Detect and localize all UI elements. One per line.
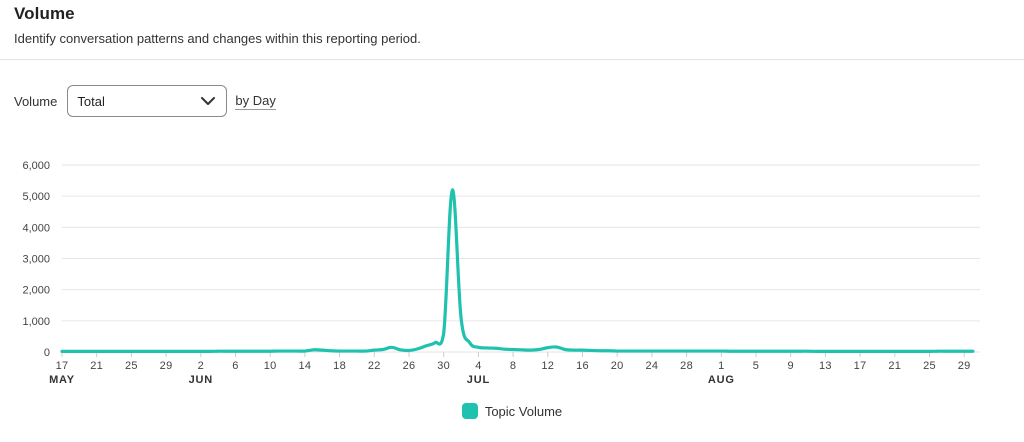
x-tick-label: 1 [718, 360, 724, 372]
legend-label: Topic Volume [484, 403, 563, 419]
x-axis: 17 MAY 21 25 29 2 JUN 6 10 14 18 22 26 30 4 JUL 8 12 16 20 2… [49, 352, 971, 386]
x-tick-label: 28 [680, 360, 693, 372]
y-tick-label: 6,000 [22, 160, 50, 172]
x-tick-label: 21 [888, 360, 901, 372]
section-title: Volume [14, 4, 75, 23]
x-tick-label: 21 [90, 360, 103, 372]
x-tick-label: 12 [541, 360, 554, 372]
grid-lines [62, 164, 980, 353]
y-tick-label: 2,000 [22, 285, 50, 297]
x-tick-label: 20 [611, 360, 624, 372]
y-tick-label: 4,000 [22, 222, 50, 234]
x-tick-label: 14 [298, 360, 311, 372]
legend-swatch [461, 403, 478, 419]
x-tick-label: 30 [437, 360, 450, 372]
divider [0, 59, 1024, 60]
x-tick-label: 17 [56, 360, 69, 372]
x-month-label: MAY [49, 374, 75, 386]
y-tick-label: 5,000 [22, 191, 50, 203]
chart-legend: Topic Volume [0, 403, 1024, 419]
y-tick-label: 0 [44, 347, 50, 359]
legend-item-topic-volume[interactable]: Topic Volume [461, 403, 563, 419]
x-month-label: AUG [708, 374, 735, 386]
x-tick-label: 2 [198, 360, 204, 372]
section-subtitle: Identify conversation patterns and chang… [14, 31, 421, 46]
x-tick-label: 9 [787, 360, 793, 372]
volume-type-value: Total [77, 93, 105, 109]
x-tick-label: 25 [923, 360, 936, 372]
x-tick-label: 16 [576, 360, 589, 372]
x-month-label: JUL [467, 374, 490, 386]
volume-type-select[interactable]: Total [67, 85, 228, 117]
volume-controls: Volume Total by Day [14, 84, 276, 118]
x-tick-label: 4 [475, 360, 481, 372]
x-tick-label: 17 [854, 360, 867, 372]
header: Volume Identify conversation patterns an… [14, 4, 421, 46]
x-tick-label: 8 [510, 360, 516, 372]
x-tick-label: 26 [403, 360, 416, 372]
volume-label: Volume [14, 93, 58, 109]
x-month-label: JUN [189, 374, 213, 386]
x-tick-label: 13 [819, 360, 832, 372]
y-axis: 0 1,000 2,000 3,000 4,000 5,000 6,000 [22, 160, 50, 359]
x-tick-label: 18 [333, 360, 346, 372]
y-tick-label: 1,000 [22, 316, 50, 328]
x-tick-label: 29 [958, 360, 971, 372]
chevron-down-icon [201, 97, 216, 105]
x-tick-label: 6 [232, 360, 238, 372]
series-line-topic-volume [60, 188, 975, 353]
series-layer [60, 188, 975, 353]
x-tick-label: 25 [125, 360, 138, 372]
x-tick-label: 10 [264, 360, 277, 372]
x-tick-label: 29 [160, 360, 173, 372]
by-day-link[interactable]: by Day [235, 92, 276, 110]
y-tick-label: 3,000 [22, 254, 50, 266]
x-tick-label: 22 [368, 360, 381, 372]
x-tick-label: 5 [753, 360, 759, 372]
x-tick-label: 24 [645, 360, 658, 372]
